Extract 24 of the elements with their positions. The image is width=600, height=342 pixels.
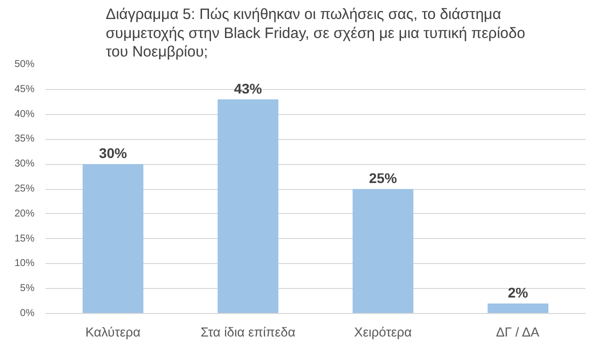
data-label: 30% bbox=[98, 145, 128, 162]
y-tick-label: 45% bbox=[14, 84, 35, 95]
y-tick-label: 0% bbox=[20, 308, 35, 319]
y-tick-label: 50% bbox=[14, 59, 35, 70]
x-tick-label: Στα ίδια επίπεδα bbox=[200, 324, 296, 340]
bar bbox=[218, 99, 278, 314]
y-tick-label: 10% bbox=[14, 258, 35, 270]
y-tick-label: 40% bbox=[14, 108, 35, 120]
y-tick-label: 30% bbox=[14, 158, 35, 170]
y-tick-label: 20% bbox=[14, 208, 35, 220]
bar bbox=[352, 189, 414, 314]
chart-title: Διάγραμμα 5: Πώς κινήθηκαν οι πωλήσεις σας, το διάστημα συμμετοχής στην Black Friday, σε σχέση με μια τυπική περίοδο του Νοεμβρίου; bbox=[106, 6, 526, 60]
x-tick-label: Χειρότερα bbox=[354, 324, 412, 340]
bar bbox=[82, 164, 144, 314]
x-tick-label: Καλύτερα bbox=[85, 324, 142, 340]
data-label: 43% bbox=[234, 80, 263, 96]
y-tick-label: 15% bbox=[14, 233, 35, 244]
y-tick-label: 5% bbox=[20, 283, 35, 294]
data-label: 2% bbox=[508, 284, 529, 301]
y-tick-label: 35% bbox=[14, 134, 35, 145]
bar bbox=[488, 304, 548, 314]
y-tick-label: 25% bbox=[14, 184, 35, 194]
data-label: 25% bbox=[368, 170, 398, 186]
x-tick-label: ΔΓ / ΔΑ bbox=[496, 324, 540, 340]
